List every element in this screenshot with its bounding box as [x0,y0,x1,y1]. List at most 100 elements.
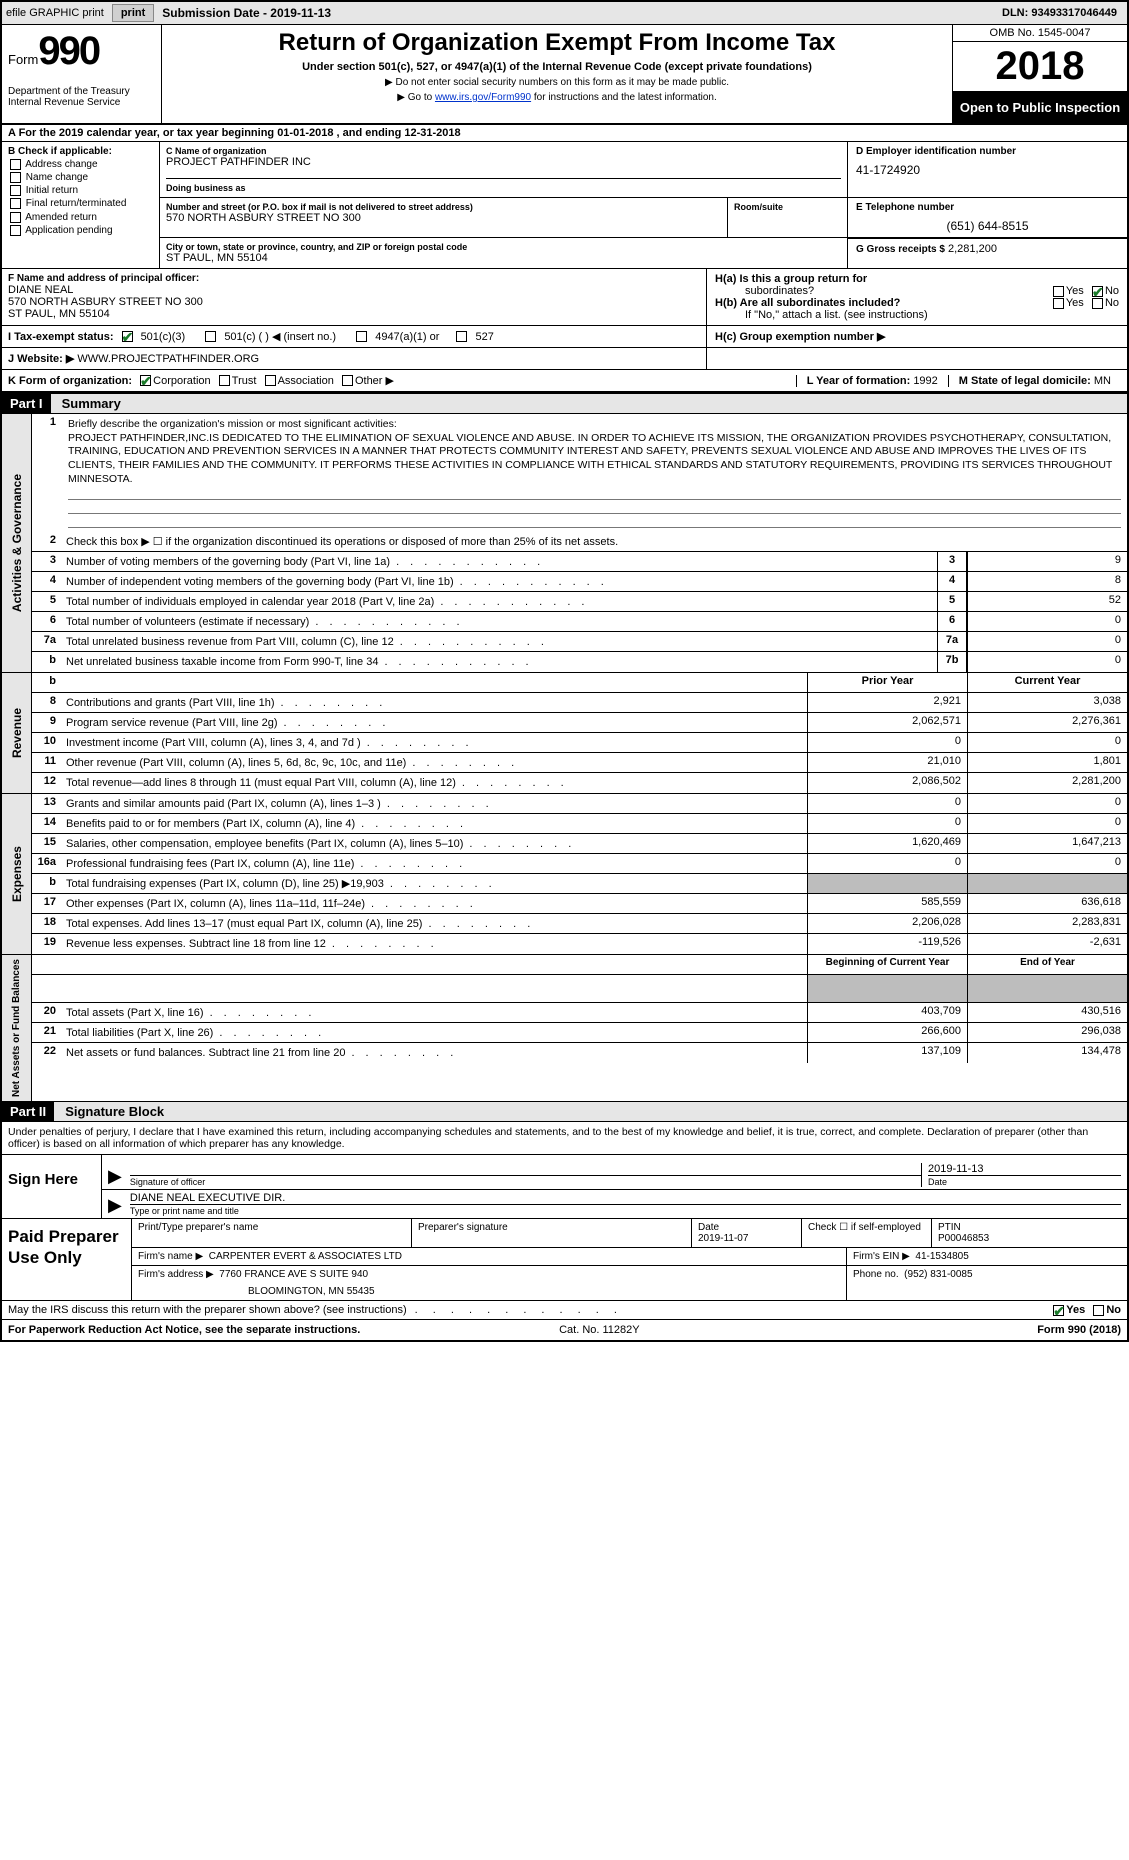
hb-no-checkbox[interactable] [1092,298,1103,309]
firm-ein: 41-1534805 [915,1251,968,1262]
prior-year-value: 0 [807,794,967,813]
summary-line: b Net unrelated business taxable income … [32,652,1127,672]
city-label: City or town, state or province, country… [166,242,841,252]
ha-yes-checkbox[interactable] [1053,286,1064,297]
state-domicile: M State of legal domicile: MN [948,375,1121,387]
form-header: Form990 Department of the Treasury Inter… [2,25,1127,125]
line-box: 6 [937,612,967,631]
line-desc: Investment income (Part VIII, column (A)… [62,733,807,752]
l-value: 1992 [913,375,937,387]
prior-year-value: 0 [807,854,967,873]
line-num: 22 [32,1043,62,1063]
tab-net-assets: Net Assets or Fund Balances [9,955,24,1101]
hdr-current: Current Year [967,673,1127,692]
chk-application-pending[interactable]: Application pending [8,225,153,236]
mission-block: Briefly describe the organization's miss… [62,414,1127,532]
efile-label: efile GRAPHIC print [6,7,104,19]
hb-yes-checkbox[interactable] [1053,298,1064,309]
irs-link[interactable]: www.irs.gov/Form990 [435,92,531,103]
hb-label: H(b) Are all subordinates included? [715,297,900,309]
summary-line: 19 Revenue less expenses. Subtract line … [32,934,1127,954]
line-num: 16a [32,854,62,873]
current-year-value: 134,478 [967,1043,1127,1063]
ha-label2: subordinates? [715,285,1051,297]
treasury-dept: Department of the Treasury Internal Reve… [8,86,155,108]
firm-name: CARPENTER EVERT & ASSOCIATES LTD [209,1251,402,1262]
line-desc: Total unrelated business revenue from Pa… [62,632,937,651]
chk-address-change[interactable]: Address change [8,159,153,170]
prior-year-value: 0 [807,733,967,752]
ein-cell: D Employer identification number 41-1724… [847,142,1127,197]
prior-year-value: 2,921 [807,693,967,712]
line-desc: Other revenue (Part VIII, column (A), li… [62,753,807,772]
officer-addr1: 570 NORTH ASBURY STREET NO 300 [8,296,700,308]
current-year-value: 1,801 [967,753,1127,772]
m-label: M State of legal domicile: [959,375,1091,387]
chk-name-change[interactable]: Name change [8,172,153,183]
revenue-section: Revenue b Prior Year Current Year 8 Cont… [2,673,1127,794]
summary-line: 14 Benefits paid to or for members (Part… [32,814,1127,834]
chk-other[interactable] [342,375,353,386]
officer-label: F Name and address of principal officer: [8,273,700,284]
line-desc: Grants and similar amounts paid (Part IX… [62,794,807,813]
footer-cat: Cat. No. 11282Y [559,1324,640,1336]
name-title-label: Type or print name and title [130,1204,1121,1216]
yes-label: Yes [1066,1304,1085,1316]
line-desc: Professional fundraising fees (Part IX, … [62,854,807,873]
year-formation: L Year of formation: 1992 [796,375,948,387]
ha-no-checkbox[interactable] [1092,286,1103,297]
phone-cell: E Telephone number (651) 644-8515 [847,198,1127,237]
prior-year-value: 0 [807,814,967,833]
current-year-value [967,874,1127,893]
line-num: 5 [32,592,62,611]
chk-501c3[interactable] [122,331,133,342]
chk-4947[interactable] [356,331,367,342]
topbar: efile GRAPHIC print print Submission Dat… [2,2,1127,25]
line-desc: Benefits paid to or for members (Part IX… [62,814,807,833]
line-value: 8 [967,572,1127,591]
line-desc: Number of voting members of the governin… [62,552,937,571]
omb-number: OMB No. 1545-0047 [953,25,1127,42]
line-desc: Number of independent voting members of … [62,572,937,591]
form-title: Return of Organization Exempt From Incom… [168,29,946,57]
current-year-value: 2,281,200 [967,773,1127,793]
tax-exempt-status: I Tax-exempt status: 501(c)(3) 501(c) ( … [2,326,707,347]
chk-lab: Address change [25,159,97,170]
tax-year: 2018 [953,42,1127,92]
chk-amended-return[interactable]: Amended return [8,212,153,223]
group-return-block: H(a) Is this a group return for subordin… [707,269,1127,325]
part2-title: Signature Block [57,1102,172,1121]
chk-501c[interactable] [205,331,216,342]
i-label: I Tax-exempt status: [8,331,114,343]
line-num: b [32,652,62,672]
website-label: J Website: ▶ [8,353,74,365]
chk-trust[interactable] [219,375,230,386]
prior-year-value: 266,600 [807,1023,967,1042]
discuss-yes-checkbox[interactable] [1053,1305,1064,1316]
chk-corporation[interactable] [140,375,151,386]
summary-line: 7a Total unrelated business revenue from… [32,632,1127,652]
line-num: 20 [32,1003,62,1022]
line-num: 1 [32,414,62,532]
line-box: 3 [937,552,967,571]
tab-activities: Activities & Governance [8,470,26,616]
current-year-value: 2,276,361 [967,713,1127,732]
prep-sig-header: Preparer's signature [412,1219,692,1247]
tab-expenses: Expenses [8,842,26,906]
chk-527[interactable] [456,331,467,342]
chk-association[interactable] [265,375,276,386]
current-year-value: 0 [967,794,1127,813]
summary-line: 8 Contributions and grants (Part VIII, l… [32,693,1127,713]
phone-label: Phone no. [853,1269,899,1280]
chk-initial-return[interactable]: Initial return [8,185,153,196]
city-cell: City or town, state or province, country… [160,238,847,268]
discuss-no-checkbox[interactable] [1093,1305,1104,1316]
chk-final-return[interactable]: Final return/terminated [8,198,153,209]
prior-year-value: 2,086,502 [807,773,967,793]
hdr-begin: Beginning of Current Year [807,955,967,974]
arrow-icon: ▶ [108,1195,122,1216]
part1-title: Summary [54,394,129,413]
line-num: 6 [32,612,62,631]
print-button[interactable]: print [112,4,154,22]
ein-label: Firm's EIN ▶ [853,1251,910,1262]
